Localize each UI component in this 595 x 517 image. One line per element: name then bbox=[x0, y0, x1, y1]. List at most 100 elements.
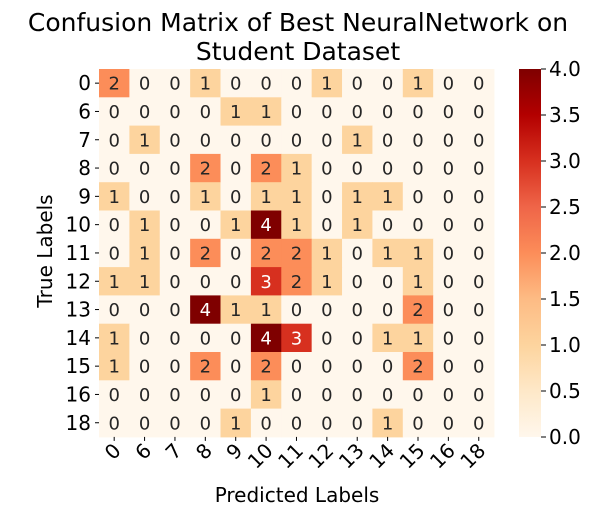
heatmap-cell bbox=[372, 238, 404, 268]
cell-value-label: 0 bbox=[291, 385, 302, 406]
heatmap-cell bbox=[99, 125, 130, 155]
cell-value-label: 0 bbox=[169, 357, 180, 378]
cell-value-label: 0 bbox=[139, 300, 150, 321]
heatmap-cell bbox=[281, 182, 313, 211]
heatmap-cells bbox=[99, 69, 495, 438]
heatmap-cell bbox=[433, 352, 465, 381]
cell-value-label: 0 bbox=[260, 130, 271, 151]
cell-value-label: 0 bbox=[291, 102, 302, 123]
cell-value-label: 0 bbox=[412, 130, 423, 151]
cell-value-label: 1 bbox=[108, 187, 119, 208]
heatmap-cell bbox=[99, 153, 130, 183]
cell-value-label: 0 bbox=[352, 328, 363, 349]
cell-value-label: 0 bbox=[473, 243, 484, 264]
cell-value-label: 0 bbox=[200, 130, 211, 151]
cell-value-label: 0 bbox=[443, 300, 454, 321]
cell-value-label: 0 bbox=[382, 215, 393, 236]
x-tick-label: 0 bbox=[100, 438, 126, 464]
heatmap-cell bbox=[99, 408, 130, 438]
cell-value-label: 4 bbox=[260, 328, 271, 349]
cell-value-label: 1 bbox=[352, 187, 363, 208]
heatmap-cell bbox=[159, 295, 191, 325]
cell-value-label: 1 bbox=[230, 413, 241, 434]
cell-value-label: 1 bbox=[321, 272, 332, 293]
cell-value-label: 0 bbox=[321, 413, 332, 434]
cell-value-label: 0 bbox=[230, 159, 241, 180]
heatmap-cell bbox=[342, 380, 373, 410]
heatmap-cell bbox=[372, 408, 404, 438]
heatmap-cell bbox=[99, 182, 130, 211]
colorbar-ticks: 0.0 0.5 1.0 1.5 2.0 2.5 3.0 3.5 4.0 bbox=[541, 57, 581, 449]
heatmap-cell bbox=[433, 323, 465, 353]
heatmap-cell bbox=[250, 380, 282, 410]
heatmap-cell bbox=[281, 125, 313, 155]
cell-value-label: 0 bbox=[169, 159, 180, 180]
heatmap-cell bbox=[190, 97, 222, 127]
heatmap-cell bbox=[311, 267, 343, 296]
cell-value-label: 0 bbox=[473, 328, 484, 349]
heatmap-cell bbox=[250, 210, 282, 240]
cell-value-label: 0 bbox=[443, 102, 454, 123]
heatmap-cell bbox=[159, 267, 191, 296]
heatmap-cell bbox=[281, 295, 313, 325]
cell-value-label: 0 bbox=[169, 300, 180, 321]
cell-value-label: 0 bbox=[200, 215, 211, 236]
heatmap-cell bbox=[129, 267, 161, 296]
heatmap-cell bbox=[402, 210, 434, 240]
heatmap-cell bbox=[250, 267, 282, 296]
heatmap-cell bbox=[281, 408, 313, 438]
heatmap-cell bbox=[433, 182, 465, 211]
heatmap-cell bbox=[311, 323, 343, 353]
cell-value-label: 0 bbox=[321, 328, 332, 349]
heatmap-cell bbox=[342, 238, 373, 268]
colorbar-tick-label: 2.5 bbox=[549, 195, 581, 219]
y-tick-label: 8 bbox=[78, 156, 91, 180]
cell-value-label: 1 bbox=[108, 272, 119, 293]
heatmap-cell bbox=[250, 182, 282, 211]
cell-value-label: 0 bbox=[108, 130, 119, 151]
cell-value-label: 0 bbox=[473, 74, 484, 95]
heatmap-cell bbox=[342, 153, 373, 183]
heatmap-cell bbox=[463, 267, 495, 296]
x-tick-label: 6 bbox=[130, 438, 156, 464]
heatmap-cell bbox=[99, 97, 130, 127]
cell-value-label: 0 bbox=[291, 300, 302, 321]
cell-value-label: 0 bbox=[200, 413, 211, 434]
cell-value-label: 0 bbox=[473, 130, 484, 151]
cell-value-label: 0 bbox=[139, 187, 150, 208]
heatmap-cell bbox=[463, 97, 495, 127]
heatmap-cell bbox=[463, 210, 495, 240]
heatmap-cell bbox=[281, 97, 313, 127]
cell-value-label: 0 bbox=[200, 328, 211, 349]
y-tick-label: 7 bbox=[78, 128, 91, 152]
heatmap-cell bbox=[372, 295, 404, 325]
heatmap-cell bbox=[190, 323, 222, 353]
heatmap-cell bbox=[250, 97, 282, 127]
cell-value-label: 1 bbox=[230, 300, 241, 321]
cell-value-label: 0 bbox=[230, 272, 241, 293]
cell-value-label: 0 bbox=[382, 159, 393, 180]
cell-value-label: 0 bbox=[108, 413, 119, 434]
heatmap-cell bbox=[372, 380, 404, 410]
cell-value-label: 0 bbox=[352, 159, 363, 180]
heatmap-annotations: 2 0 0 1 0 0 0 1 0 0 1 0 00 0 0 0 1 1 0 0 0 0 0 0 00 1 0 0 0 0 0 0 1 0 0 0 00… bbox=[108, 74, 484, 435]
cell-value-label: 0 bbox=[443, 130, 454, 151]
cell-value-label: 0 bbox=[473, 357, 484, 378]
heatmap-cell bbox=[342, 352, 373, 381]
cell-value-label: 1 bbox=[260, 385, 271, 406]
heatmap-cell bbox=[281, 323, 313, 353]
cell-value-label: 0 bbox=[321, 102, 332, 123]
heatmap-cell bbox=[433, 408, 465, 438]
heatmap-cell bbox=[372, 210, 404, 240]
heatmap-cell bbox=[342, 408, 373, 438]
heatmap-cell bbox=[129, 69, 161, 98]
heatmap-cell bbox=[402, 380, 434, 410]
cell-value-label: 0 bbox=[443, 215, 454, 236]
cell-value-label: 2 bbox=[260, 159, 271, 180]
cell-value-label: 2 bbox=[291, 243, 302, 264]
cell-value-label: 1 bbox=[260, 102, 271, 123]
x-tick-label: 8 bbox=[191, 438, 217, 464]
heatmap-cell bbox=[99, 352, 130, 381]
heatmap-cell bbox=[190, 210, 222, 240]
cell-value-label: 0 bbox=[352, 74, 363, 95]
